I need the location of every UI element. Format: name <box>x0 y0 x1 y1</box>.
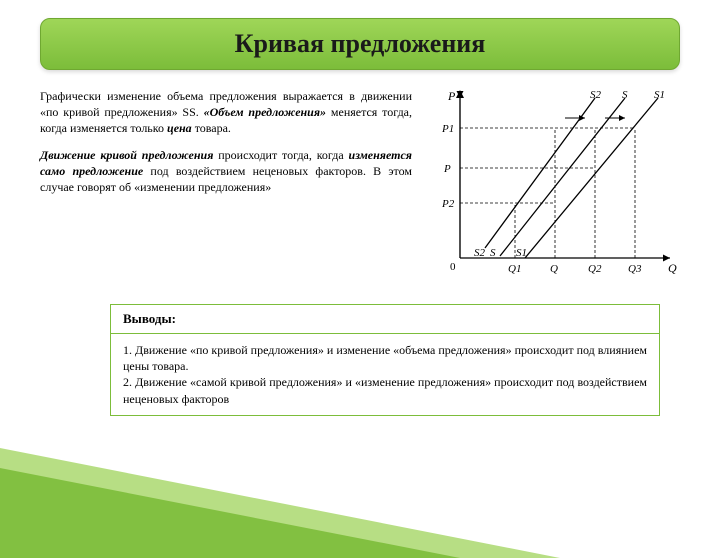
tick-q1: Q1 <box>508 263 521 275</box>
y-axis-label: P <box>447 89 456 103</box>
content-row: Графически изменение объема предложения … <box>40 88 680 288</box>
tick-p2: P2 <box>441 198 455 210</box>
tick-q: Q <box>550 263 558 275</box>
page-title: Кривая предложения <box>61 29 659 59</box>
text-column: Графически изменение объема предложения … <box>40 88 412 288</box>
supply-chart: P Q 0 S2 S2 S S S1 S1 P1 P P2 Q1 Q <box>430 88 680 288</box>
tick-p: P <box>443 163 451 175</box>
paragraph-2: Движение кривой предложения происходит т… <box>40 147 412 196</box>
curve-s2 <box>485 98 595 248</box>
tick-q2: Q2 <box>588 263 602 275</box>
y-axis-arrowhead <box>456 90 464 98</box>
p2-a: Движение кривой предложения <box>40 148 213 162</box>
conclusions-body: 1. Движение «по кривой предложения» и из… <box>110 334 660 416</box>
tick-p1: P1 <box>441 123 454 135</box>
paragraph-1: Графически изменение объема предложения … <box>40 88 412 137</box>
label-s2-top: S2 <box>590 89 602 101</box>
label-s-top: S <box>622 89 628 101</box>
conclusions-box: Выводы: 1. Движение «по кривой предложен… <box>110 304 660 416</box>
curve-s <box>500 98 625 256</box>
conclusions-title: Выводы: <box>110 304 660 334</box>
p2-b: происходит тогда, когда <box>213 148 348 162</box>
title-bar: Кривая предложения <box>40 18 680 70</box>
decorative-triangle-dark <box>0 468 460 558</box>
tick-q3: Q3 <box>628 263 642 275</box>
p1-d: цена <box>167 121 192 135</box>
x-axis-label: Q <box>668 261 677 275</box>
label-s-bot: S <box>490 247 496 259</box>
p1-b: «Объем предложения» <box>204 105 326 119</box>
label-s1-bot: S1 <box>516 247 527 259</box>
label-s1-top: S1 <box>654 89 665 101</box>
supply-chart-svg: P Q 0 S2 S2 S S S1 S1 P1 P P2 Q1 Q <box>430 88 680 288</box>
p1-e: товара. <box>192 121 231 135</box>
label-s2-bot: S2 <box>474 247 486 259</box>
origin-label: 0 <box>450 261 456 273</box>
curve-s1 <box>525 98 658 258</box>
